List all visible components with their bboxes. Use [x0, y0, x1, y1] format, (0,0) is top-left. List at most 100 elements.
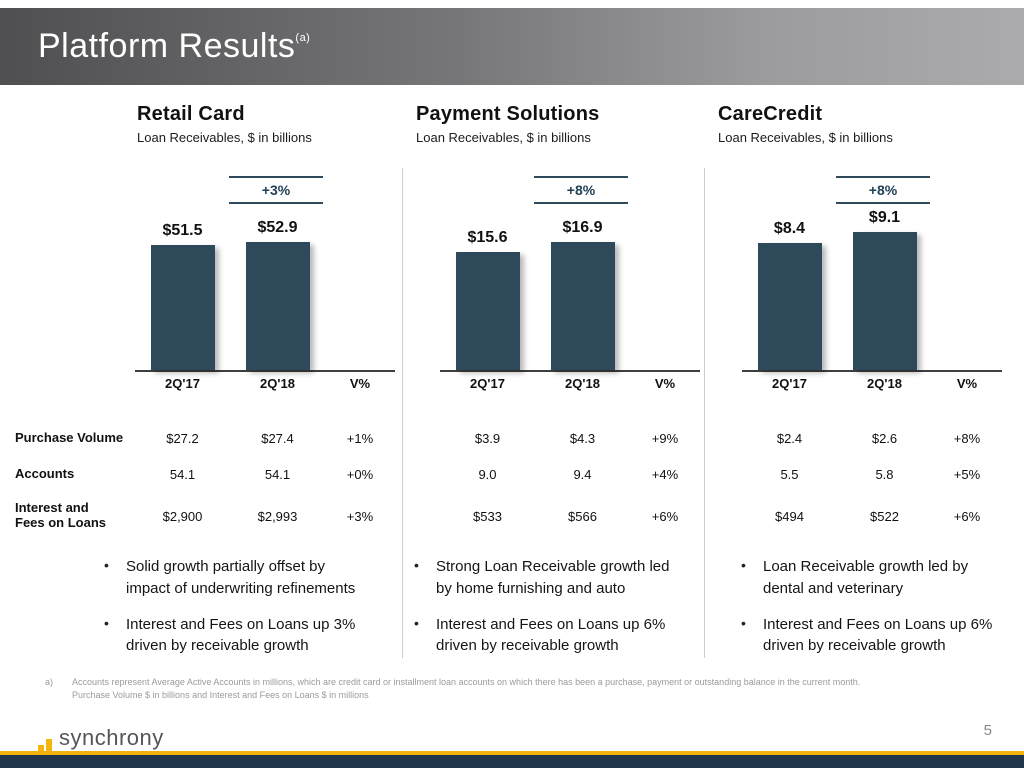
logo-name: synchrony: [59, 725, 164, 750]
growth-callout: +8%: [534, 176, 628, 204]
table-cell: +0%: [346, 466, 374, 482]
table-cell: 54.1: [169, 466, 196, 482]
bottom-navy-bar: [0, 755, 1024, 768]
vpct-header: V%: [956, 376, 978, 391]
bullet-item: • Loan Receivable growth led by dental a…: [741, 556, 1003, 600]
category-label: 2Q'18: [565, 376, 600, 391]
page-title: Platform Results(a): [0, 8, 1024, 66]
bar-2q17: [455, 252, 520, 370]
chart-subtitle: Loan Receivables, $ in billions: [416, 130, 591, 145]
table-cell: +3%: [346, 508, 374, 524]
table-row: $533 $566 +6%: [440, 492, 700, 540]
table-row: 5.5 5.8 +5%: [742, 456, 1002, 492]
category-label: 2Q'18: [867, 376, 902, 391]
table-cell: +6%: [953, 508, 981, 524]
table-cell: 9.4: [573, 466, 592, 482]
bar-value-label: $51.5: [162, 222, 203, 239]
table-cell: $533: [473, 508, 502, 524]
table-cell: $27.4: [261, 430, 294, 446]
footnote-marker: a): [45, 677, 54, 687]
vpct-header: V%: [349, 376, 371, 391]
table-row: $2.4 $2.6 +8%: [742, 420, 1002, 456]
page-number: 5: [983, 722, 992, 739]
panel-title-carecredit: CareCredit Loan Receivables, $ in billio…: [718, 103, 893, 145]
chart-title: Retail Card: [137, 103, 245, 125]
growth-callout: +8%: [836, 176, 930, 204]
category-axis-row: 2Q'17 2Q'18 V%: [135, 376, 395, 391]
table-cell: 54.1: [264, 466, 291, 482]
table-cell: 9.0: [478, 466, 497, 482]
table-cell: 5.5: [780, 466, 799, 482]
panel-title-retail-card: Retail Card Loan Receivables, $ in billi…: [137, 103, 312, 145]
bar-value-label: $16.9: [562, 219, 603, 236]
payment-solutions-bar-chart: +8% $15.6 $16.9: [440, 170, 700, 372]
bar-value-label: $15.6: [467, 229, 508, 246]
table-cell: $3.9: [474, 430, 501, 446]
bullet-icon: •: [104, 557, 109, 573]
page-title-text: Platform Results: [38, 27, 296, 65]
category-label: 2Q'17: [165, 376, 200, 391]
category-label: 2Q'17: [470, 376, 505, 391]
carecredit-bar-chart: +8% $8.4 $9.1: [742, 170, 1002, 372]
table-cell: +5%: [953, 466, 981, 482]
bullet-item: • Interest and Fees on Loans up 6% drive…: [741, 614, 1003, 658]
category-axis-row: 2Q'17 2Q'18 V%: [440, 376, 700, 391]
table-cell: +6%: [651, 508, 679, 524]
category-axis-row: 2Q'17 2Q'18 V%: [742, 376, 1002, 391]
bullet-item: • Interest and Fees on Loans up 6% drive…: [414, 614, 676, 658]
table-cell: $4.3: [569, 430, 596, 446]
growth-callout: +3%: [229, 176, 323, 204]
row-label-interest-fees: Interest and Fees on Loans: [15, 500, 107, 530]
table-row: $2,900 $2,993 +3%: [135, 492, 395, 540]
bullet-list-retail-card: • Solid growth partially offset by impac…: [104, 556, 366, 671]
table-cell: $522: [870, 508, 899, 524]
bullet-text: Strong Loan Receivable growth led by hom…: [436, 558, 670, 597]
bar-2q18: [852, 232, 917, 370]
bullet-item: • Interest and Fees on Loans up 3% drive…: [104, 614, 366, 658]
row-label-purchase-volume: Purchase Volume: [15, 429, 124, 445]
metrics-table-retail-card: $27.2 $27.4 +1% 54.1 54.1 +0% $2,900 $2,…: [135, 420, 395, 540]
table-cell: +9%: [651, 430, 679, 446]
table-cell: $27.2: [166, 430, 199, 446]
table-row: $3.9 $4.3 +9%: [440, 420, 700, 456]
bullet-icon: •: [741, 557, 746, 573]
bullet-list-payment-solutions: • Strong Loan Receivable growth led by h…: [414, 556, 676, 671]
category-label: 2Q'18: [260, 376, 295, 391]
bars-group: $15.6 $16.9: [440, 219, 700, 370]
bullet-text: Interest and Fees on Loans up 3% driven …: [126, 615, 356, 655]
table-cell: $2.6: [871, 430, 898, 446]
table-row: $494 $522 +6%: [742, 492, 1002, 540]
chart-title: Payment Solutions: [416, 103, 600, 125]
row-label-accounts: Accounts: [15, 465, 75, 481]
bullet-icon: •: [414, 614, 419, 631]
bullet-item: • Strong Loan Receivable growth led by h…: [414, 556, 676, 600]
metric-row-labels: Purchase Volume Accounts Interest and Fe…: [15, 420, 137, 540]
title-footnote-superscript: (a): [295, 31, 311, 44]
bullet-icon: •: [741, 614, 746, 631]
panel-title-payment-solutions: Payment Solutions Loan Receivables, $ in…: [416, 103, 599, 145]
bullet-text: Solid growth partially offset by impact …: [126, 558, 356, 597]
vpct-header: V%: [654, 376, 676, 391]
chart-subtitle: Loan Receivables, $ in billions: [137, 130, 312, 145]
footnote: a) Accounts represent Average Active Acc…: [45, 676, 995, 702]
bar-2q18: [550, 242, 615, 370]
bullet-list-carecredit: • Loan Receivable growth led by dental a…: [741, 556, 1003, 671]
table-cell: $2,993: [257, 508, 298, 524]
table-cell: $494: [775, 508, 804, 524]
table-cell: +4%: [651, 466, 679, 482]
bar-value-label: $52.9: [257, 219, 298, 236]
panel-divider: [402, 168, 403, 658]
bar-2q18: [245, 242, 310, 370]
bottom-gold-stripe: [0, 751, 1024, 755]
table-row: 54.1 54.1 +0%: [135, 456, 395, 492]
bullet-item: • Solid growth partially offset by impac…: [104, 556, 366, 600]
table-cell: +1%: [346, 430, 374, 446]
table-row: 9.0 9.4 +4%: [440, 456, 700, 492]
metrics-table-carecredit: $2.4 $2.6 +8% 5.5 5.8 +5% $494 $522 +6%: [742, 420, 1002, 540]
table-cell: $2.4: [776, 430, 803, 446]
bars-group: $51.5 $52.9: [135, 219, 395, 370]
bar-value-label: $8.4: [773, 220, 806, 237]
bullet-text: Loan Receivable growth led by dental and…: [763, 558, 969, 597]
bar-2q17: [757, 243, 822, 370]
